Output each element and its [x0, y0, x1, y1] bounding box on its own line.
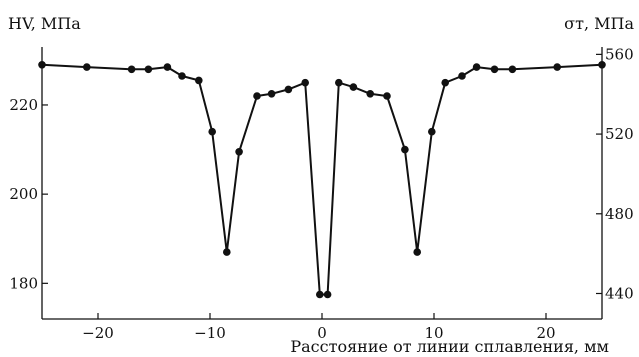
- data-point: [349, 83, 358, 91]
- y-left-tick-label: 200: [9, 185, 38, 203]
- data-point: [490, 65, 499, 74]
- plot-frame: [41, 47, 603, 320]
- y-right-tick-label: 480: [605, 205, 634, 223]
- data-point: [316, 290, 324, 299]
- series-hv: [38, 61, 606, 299]
- data-point: [267, 90, 276, 98]
- x-tick-label: 10: [424, 324, 443, 342]
- y-right-tick-label: 440: [605, 284, 634, 302]
- data-point: [472, 63, 481, 71]
- data-point: [366, 90, 375, 98]
- data-point: [323, 290, 332, 299]
- y-right-tick-label: 520: [605, 125, 634, 143]
- data-point: [127, 65, 136, 74]
- y-left-tick-label: 220: [9, 96, 38, 114]
- data-point: [508, 65, 517, 74]
- y-left-axis-title: HV, МПа: [8, 14, 81, 33]
- data-point: [235, 148, 243, 156]
- data-point: [458, 72, 466, 80]
- data-point: [253, 92, 261, 100]
- y-right-axis-title: σт, МПа: [564, 14, 634, 33]
- data-point: [383, 92, 391, 100]
- x-tick-label: −20: [82, 324, 114, 342]
- axis-ticks: −20 −10 0 10 20 180 200 220 440 480 520 560: [9, 45, 633, 342]
- data-point: [195, 76, 203, 85]
- data-point: [144, 65, 153, 74]
- data-point: [208, 127, 216, 136]
- data-point: [223, 248, 231, 256]
- y-right-tick-label: 560: [605, 45, 634, 63]
- data-point: [335, 78, 343, 87]
- data-point: [428, 127, 436, 136]
- data-point: [441, 78, 450, 87]
- data-point: [178, 72, 186, 80]
- data-point: [163, 63, 172, 71]
- y-left-tick-label: 180: [9, 274, 38, 292]
- data-point: [401, 145, 409, 154]
- x-axis-title: Расстояние от линии сплавления, мм: [290, 337, 609, 356]
- data-point: [83, 63, 91, 71]
- data-point: [598, 61, 606, 69]
- series-line: [41, 63, 603, 296]
- data-point: [301, 78, 310, 87]
- data-point: [284, 85, 293, 94]
- x-tick-label: 20: [536, 324, 555, 342]
- data-point: [38, 61, 46, 69]
- x-tick-label: −10: [194, 324, 226, 342]
- x-tick-label: 0: [317, 324, 327, 342]
- data-point: [413, 248, 422, 256]
- data-point: [553, 63, 561, 71]
